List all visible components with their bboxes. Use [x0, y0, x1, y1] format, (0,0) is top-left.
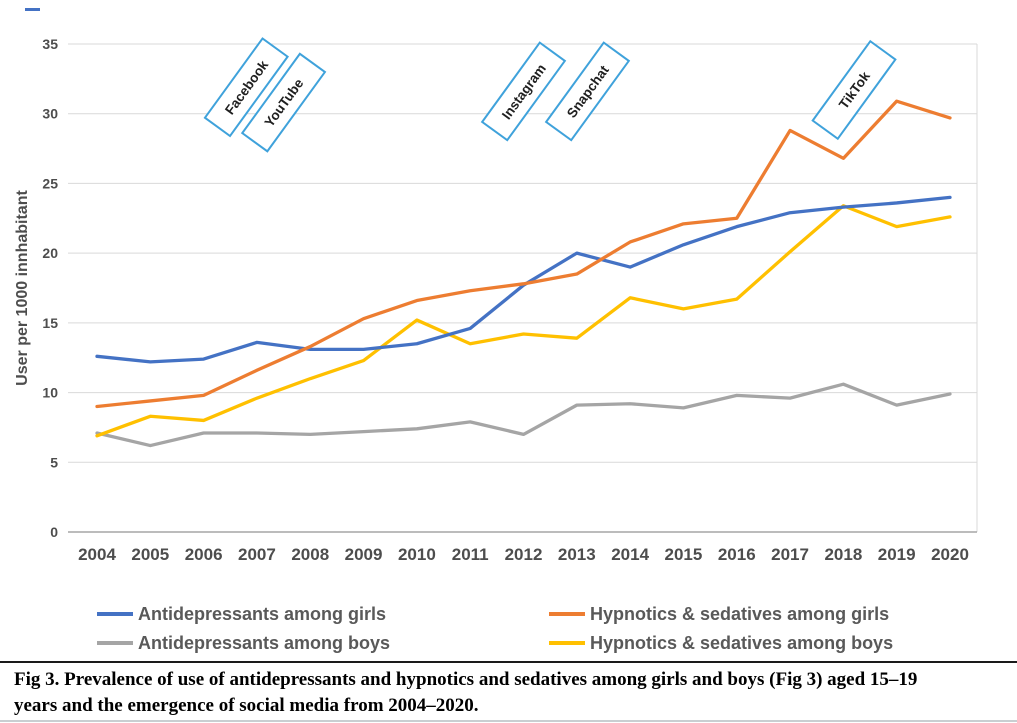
annotation-tiktok: TikTok	[811, 39, 897, 141]
x-tick-label-2004: 2004	[78, 545, 116, 564]
annotation-box-youtube	[240, 52, 327, 153]
x-tick-label-2012: 2012	[505, 545, 543, 564]
y-tick-label-35: 35	[42, 36, 58, 52]
annotation-box-tiktok	[811, 39, 897, 141]
series-line-antidepressants-among-boys	[95, 382, 952, 448]
x-tick-label-2018: 2018	[824, 545, 862, 564]
legend-dash-icon	[549, 641, 585, 645]
y-tick-label-15: 15	[42, 315, 58, 331]
x-tick-label-2015: 2015	[665, 545, 703, 564]
y-tick-label-30: 30	[42, 106, 58, 122]
x-tick-label-2010: 2010	[398, 545, 436, 564]
legend-label: Antidepressants among boys	[138, 632, 391, 653]
x-tick-label-2007: 2007	[238, 545, 276, 564]
x-tick-label-2014: 2014	[611, 545, 649, 564]
y-tick-label-0: 0	[50, 524, 58, 540]
annotation-box-snapchat	[544, 41, 631, 142]
x-tick-label-2019: 2019	[878, 545, 916, 564]
y-tick-label-25: 25	[42, 175, 58, 191]
x-tick-label-2005: 2005	[131, 545, 169, 564]
stray-blue-mark	[25, 8, 40, 11]
page-bottom-rule	[0, 720, 1017, 722]
legend-item-antidepressants-among-girls: Antidepressants among girls	[97, 600, 390, 628]
series-line-hypnotics-sedatives-among-boys	[95, 204, 952, 438]
caption-line-1: Fig 3. Prevalence of use of antidepressa…	[14, 669, 918, 690]
legend-column-right: Hypnotics & sedatives among girls Hypnoti…	[549, 600, 893, 658]
line-chart: 0 5 10 15 20 25 30 35 2004 2005 2006 2007 2008 2009 20…	[14, 8, 978, 564]
caption-top-rule	[0, 661, 1017, 663]
legend-item-hypnotics-sedatives-among-boys: Hypnotics & sedatives among boys	[549, 629, 893, 657]
legend-item-hypnotics-sedatives-among-girls: Hypnotics & sedatives among girls	[549, 600, 893, 628]
legend-label: Hypnotics & sedatives among girls	[590, 603, 890, 624]
annotation-facebook: Facebook	[203, 37, 290, 138]
legend-label: Antidepressants among girls	[138, 603, 387, 624]
series-line-hypnotics-sedatives-among-girls	[95, 99, 952, 409]
legend-column-left: Antidepressants among girls Antidepressan…	[97, 600, 390, 658]
x-tick-label-2016: 2016	[718, 545, 756, 564]
x-tick-label-2011: 2011	[452, 545, 489, 564]
annotation-box-instagram	[480, 41, 567, 142]
x-tick-label-2020: 2020	[931, 545, 969, 564]
legend-dash-icon	[97, 612, 133, 616]
figure-caption: Fig 3. Prevalence of use of antidepressa…	[14, 667, 1006, 719]
x-tick-label-2017: 2017	[771, 545, 809, 564]
y-tick-label-20: 20	[42, 245, 58, 261]
annotation-box-facebook	[203, 37, 290, 138]
legend-dash-icon	[549, 612, 585, 616]
legend-dash-icon	[97, 641, 133, 645]
legend-item-antidepressants-among-boys: Antidepressants among boys	[97, 629, 390, 657]
x-tick-label-2009: 2009	[345, 545, 383, 564]
legend-label: Hypnotics & sedatives among boys	[590, 632, 894, 653]
y-tick-label-5: 5	[50, 454, 58, 470]
x-tick-label-2006: 2006	[185, 545, 223, 564]
x-tick-label-2013: 2013	[558, 545, 596, 564]
y-tick-label-10: 10	[42, 385, 58, 401]
caption-line-2: years and the emergence of social media …	[14, 695, 479, 716]
x-tick-label-2008: 2008	[291, 545, 329, 564]
y-axis-title: User per 1000 innhabitant	[14, 190, 31, 386]
